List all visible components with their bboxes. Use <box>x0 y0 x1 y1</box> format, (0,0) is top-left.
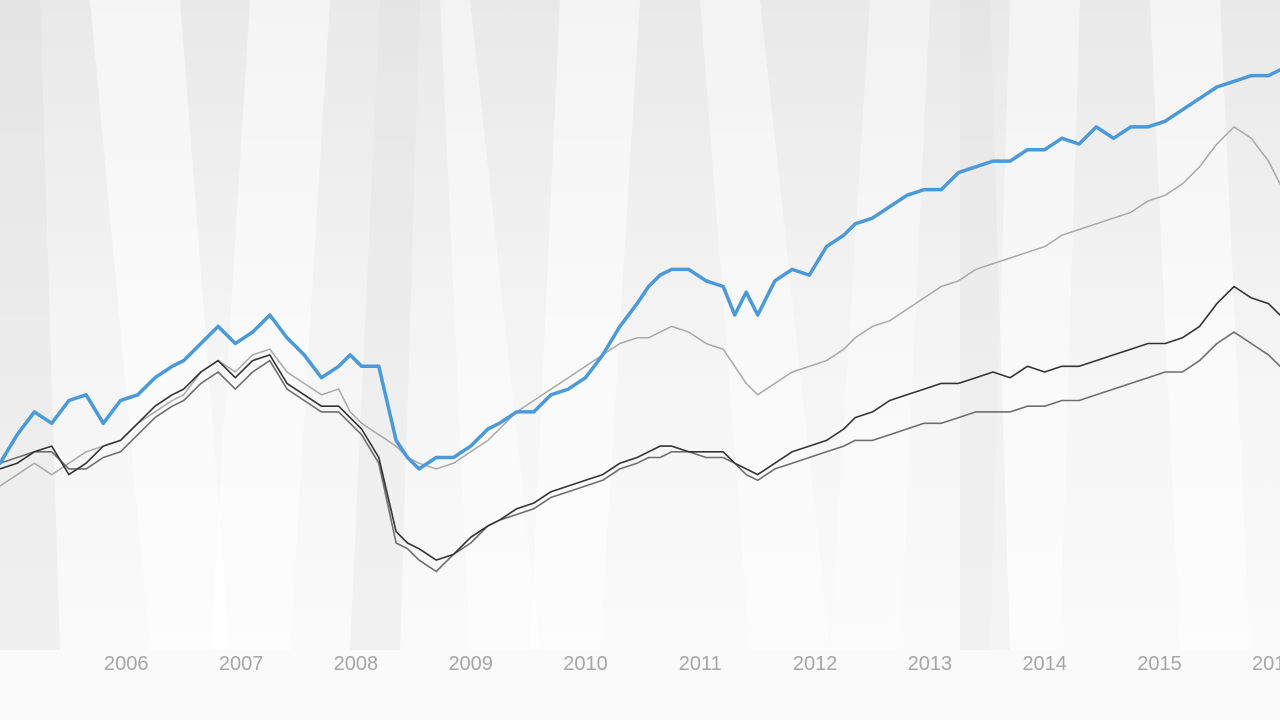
series-layer <box>0 68 1280 573</box>
x-tick-label: 2015 <box>1137 653 1182 675</box>
x-tick-label: 2010 <box>563 653 608 675</box>
series-line-3 <box>0 285 1280 561</box>
series-line-4 <box>0 331 1280 573</box>
x-tick-label: 2013 <box>908 653 953 675</box>
x-tick-label: 2009 <box>448 653 493 675</box>
x-tick-label: 2012 <box>793 653 838 675</box>
x-tick-label: 2014 <box>1022 653 1067 675</box>
x-axis-ticks: 2006 2007 2008 2009 2010 2011 2012 2013 2014 2015… <box>104 653 1280 675</box>
x-tick-label: 2011 <box>679 653 722 675</box>
series-line-1 <box>0 68 1280 471</box>
x-tick-label: 2008 <box>334 653 379 675</box>
x-tick-label: 2006 <box>104 653 149 675</box>
x-tick-label: 2007 <box>219 653 264 675</box>
x-tick-label: 2016 <box>1252 653 1280 675</box>
